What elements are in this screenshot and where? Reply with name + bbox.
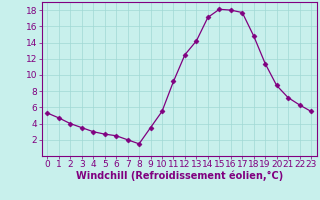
X-axis label: Windchill (Refroidissement éolien,°C): Windchill (Refroidissement éolien,°C) (76, 171, 283, 181)
